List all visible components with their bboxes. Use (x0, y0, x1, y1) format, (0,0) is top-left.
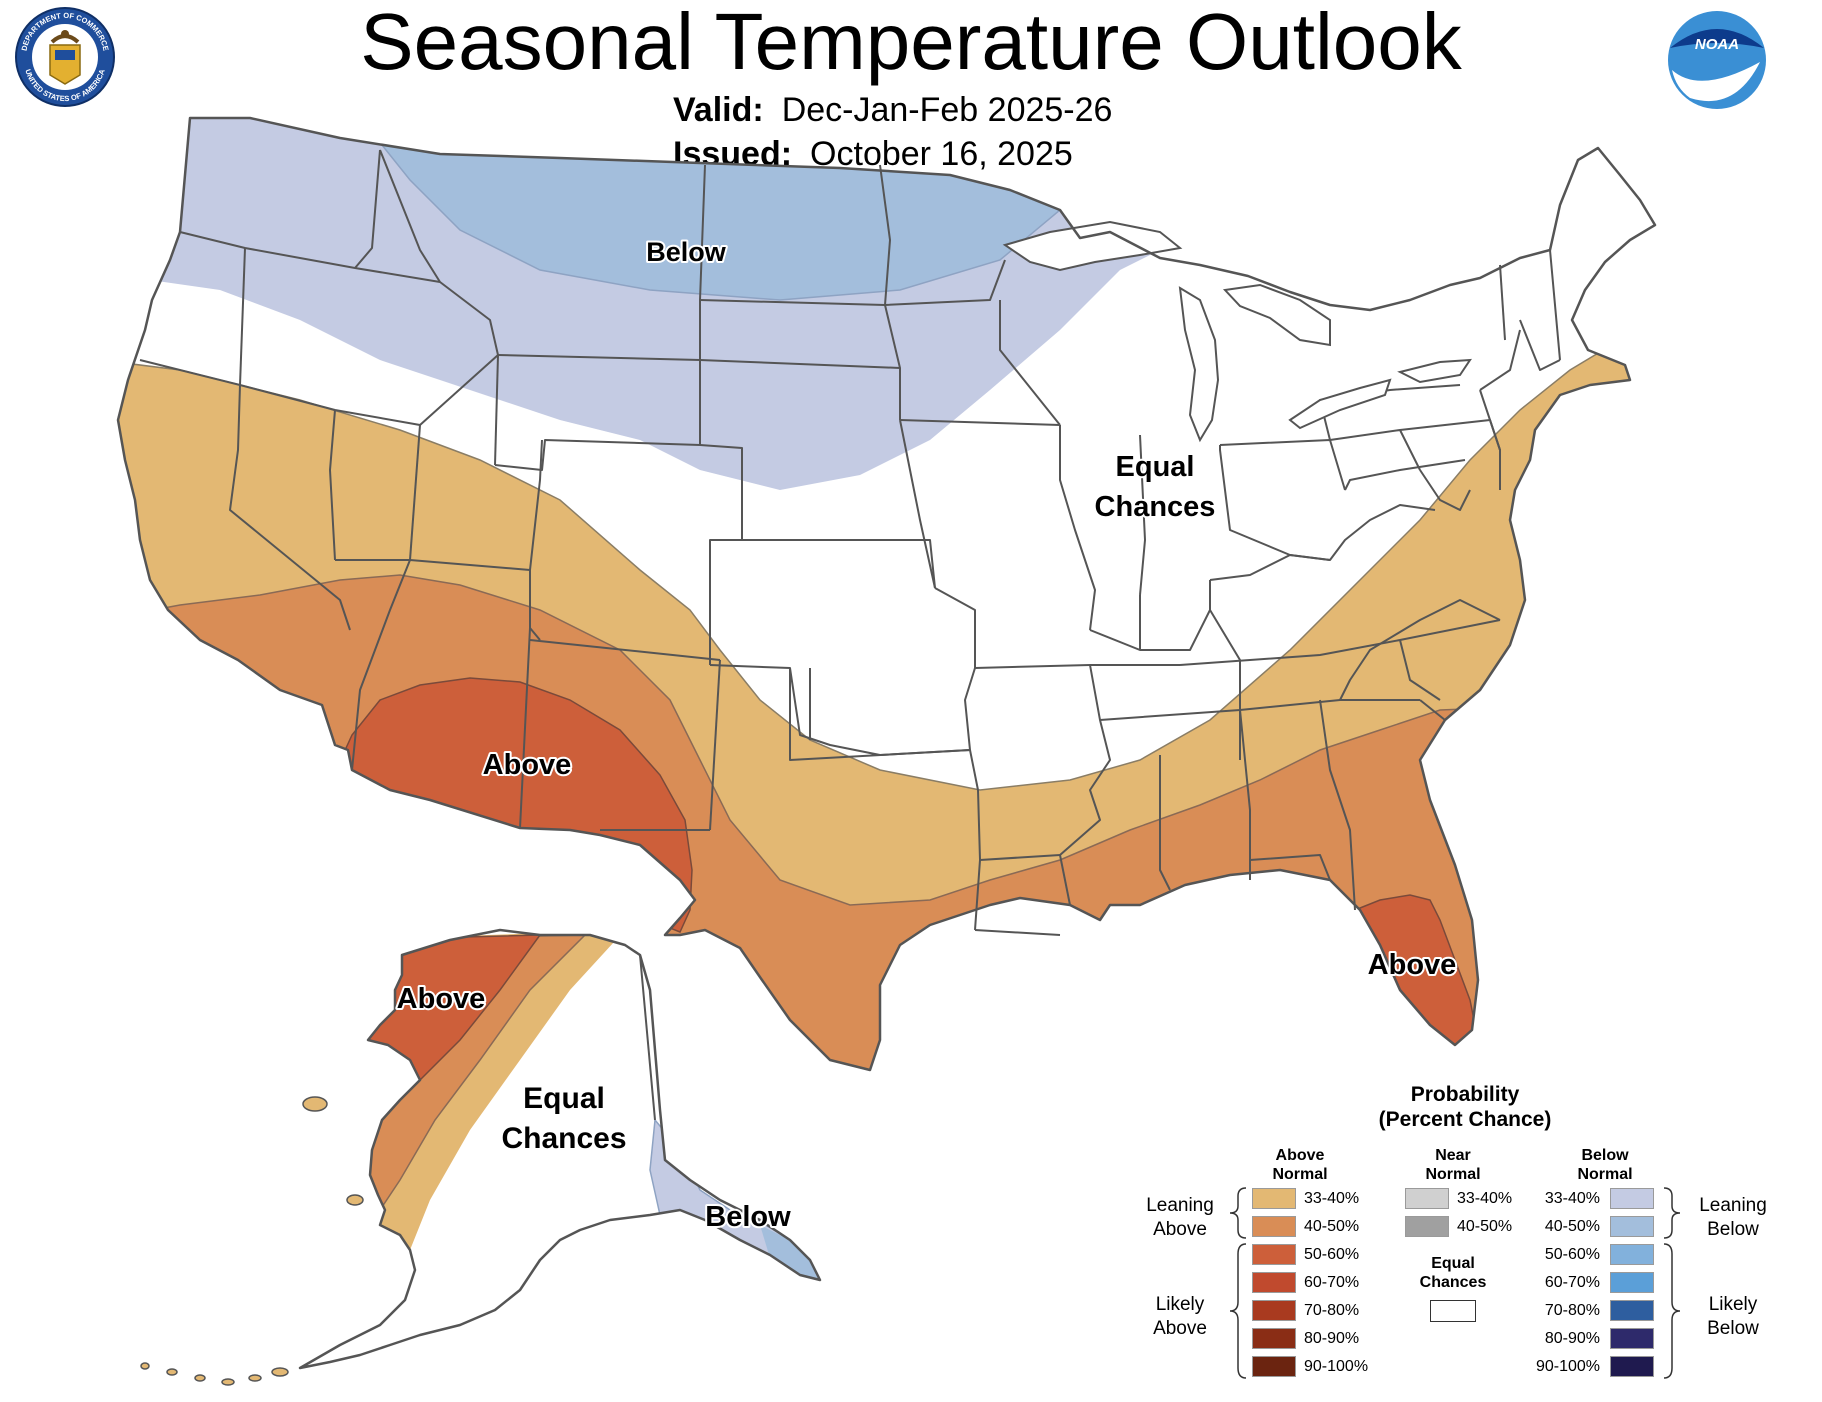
legend-likely-above-1: Likely (1155, 1294, 1205, 1315)
legend-above-range: 60-70% (1304, 1274, 1360, 1291)
legend-above-swatch (1252, 1328, 1296, 1349)
legend-below-header: Below Normal (1550, 1146, 1660, 1184)
legend-below-range: 40-50% (1544, 1218, 1600, 1235)
label-conus-equal-1: Equal (1116, 451, 1195, 483)
legend-leaning-below-2: Below (1707, 1219, 1759, 1240)
legend-above-swatch (1252, 1356, 1296, 1377)
doc-seal-logo: DEPARTMENT OF COMMERCE UNITED STATES OF … (15, 7, 115, 107)
legend-equal-swatch (1430, 1300, 1476, 1322)
noaa-logo-text: NOAA (1695, 36, 1739, 53)
aleutian-islands (140, 1096, 364, 1386)
legend-below-swatch (1610, 1272, 1654, 1293)
legend-leaning-above-2: Above (1153, 1219, 1207, 1240)
legend-above-header: Above Normal (1245, 1146, 1355, 1184)
legend-above-swatch (1252, 1216, 1296, 1237)
legend-below-header-1: Below (1581, 1147, 1629, 1164)
ak-below-40-50-region (760, 1225, 820, 1285)
legend-equal-header: Equal Chances (1398, 1254, 1508, 1292)
label-conus-equal-2: Chances (1095, 491, 1216, 523)
legend-likely-above-2: Above (1153, 1318, 1207, 1339)
legend-below-header-2: Normal (1577, 1166, 1633, 1183)
legend-above-swatch (1252, 1272, 1296, 1293)
label-conus-below: Below (646, 237, 727, 267)
legend-above-range: 50-60% (1304, 1246, 1360, 1263)
conus-outline (116, 116, 1657, 1072)
legend-near-header-1: Near (1435, 1147, 1471, 1164)
legend-above-header-1: Above (1275, 1147, 1325, 1164)
label-conus-above-fl: Above (1368, 949, 1457, 981)
legend-near-header-2: Normal (1425, 1166, 1481, 1183)
legend-likely-below-1: Likely (1708, 1294, 1758, 1315)
legend-near-header: Near Normal (1398, 1146, 1508, 1184)
legend-title: Probability (Percent Chance) (1345, 1082, 1585, 1132)
legend-below-range: 90-100% (1535, 1358, 1600, 1375)
noaa-logo: NOAA (1668, 11, 1766, 109)
legend-equal-header-1: Equal (1431, 1255, 1475, 1272)
map-title: Seasonal Temperature Outlook (360, 0, 1462, 86)
legend-below-swatch (1610, 1244, 1654, 1265)
valid-value: Dec-Jan-Feb 2025-26 (781, 91, 1113, 129)
legend-above-swatch (1252, 1244, 1296, 1265)
legend-above-range: 33-40% (1304, 1190, 1360, 1207)
alaska-outline (298, 928, 822, 1370)
legend-leaning-below-1: Leaning (1699, 1195, 1767, 1216)
legend-leaning-above-label: Leaning Above (1130, 1194, 1230, 1242)
legend-title-line-1: Probability (1410, 1083, 1520, 1106)
probability-legend: Probability (Percent Chance) Above Norma… (1130, 1078, 1790, 1398)
legend-below-range: 80-90% (1544, 1330, 1600, 1347)
legend-below-swatch (1610, 1300, 1654, 1321)
legend-above-swatch (1252, 1300, 1296, 1321)
legend-below-swatch (1610, 1328, 1654, 1349)
legend-likely-below-2: Below (1707, 1318, 1759, 1339)
legend-below-swatch (1610, 1188, 1654, 1209)
valid-label: Valid: (673, 91, 764, 129)
ak-border-line (639, 954, 656, 1121)
legend-above-header-2: Normal (1272, 1166, 1328, 1183)
legend-below-range: 33-40% (1544, 1190, 1600, 1207)
legend-below-range: 70-80% (1544, 1302, 1600, 1319)
great-lakes (1002, 220, 1472, 443)
label-conus-above-sw: Above (483, 749, 572, 781)
legend-leaning-below-label: Leaning Below (1683, 1194, 1783, 1242)
legend-brace-leaning-above (1229, 1187, 1247, 1239)
legend-near-swatch (1405, 1188, 1449, 1209)
legend-above-range: 70-80% (1304, 1302, 1360, 1319)
label-ak-above: Above (397, 983, 486, 1015)
label-ak-below: Below (705, 1201, 791, 1233)
legend-likely-below-label: Likely Below (1683, 1293, 1783, 1341)
legend-near-swatch (1405, 1216, 1449, 1237)
state-boundaries (139, 149, 1561, 936)
legend-near-range: 33-40% (1457, 1190, 1513, 1207)
legend-title-line-2: (Percent Chance) (1378, 1108, 1552, 1131)
legend-below-range: 50-60% (1544, 1246, 1600, 1263)
legend-brace-likely-below (1663, 1243, 1681, 1379)
legend-above-range: 90-100% (1304, 1358, 1369, 1375)
issued-value: October 16, 2025 (810, 135, 1073, 173)
legend-equal-header-2: Chances (1419, 1274, 1487, 1291)
legend-below-swatch (1610, 1216, 1654, 1237)
legend-brace-likely-above (1229, 1243, 1247, 1379)
legend-above-range: 80-90% (1304, 1330, 1360, 1347)
legend-likely-above-label: Likely Above (1130, 1293, 1230, 1341)
legend-below-swatch (1610, 1356, 1654, 1377)
legend-above-range: 40-50% (1304, 1218, 1360, 1235)
legend-above-swatch (1252, 1188, 1296, 1209)
legend-near-range: 40-50% (1457, 1218, 1513, 1235)
label-ak-equal-2: Chances (501, 1122, 626, 1155)
legend-below-range: 60-70% (1544, 1274, 1600, 1291)
label-ak-equal-1: Equal (523, 1082, 605, 1115)
legend-brace-leaning-below (1663, 1187, 1681, 1239)
valid-line: Valid: Dec-Jan-Feb 2025-26 (673, 90, 1112, 130)
legend-leaning-above-1: Leaning (1146, 1195, 1214, 1216)
